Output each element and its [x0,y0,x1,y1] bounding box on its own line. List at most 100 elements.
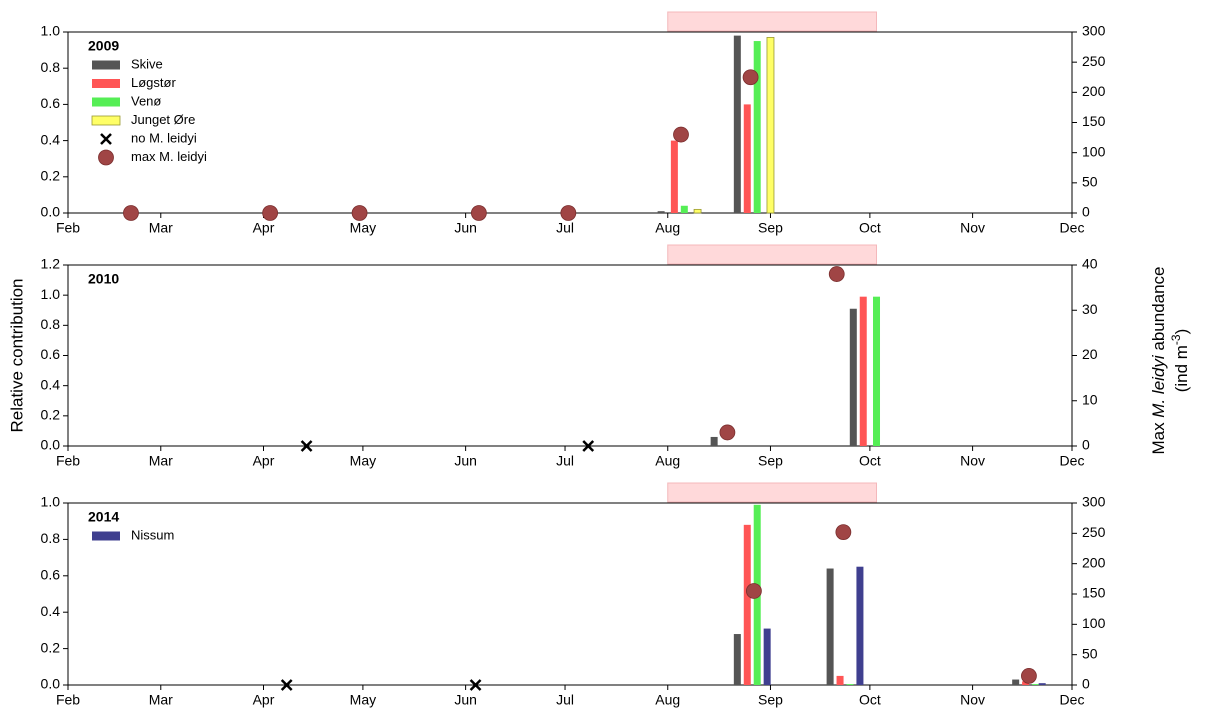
bar [836,675,844,685]
highlight-period [667,482,878,503]
y-tick-label: 0.8 [41,59,61,75]
y2-tick-label: 150 [1082,113,1106,129]
y2-tick-label: 200 [1082,554,1106,570]
circle-marker [351,205,368,221]
x-tick-label: Aug [655,220,680,236]
x-tick-label: Aug [655,692,680,708]
y-tick-label: 1.0 [41,23,61,39]
bar [693,208,702,214]
x-tick-label: Jun [454,220,477,236]
y-tick-label: 0.4 [41,376,61,392]
circle-marker [262,205,279,221]
bar [1038,683,1046,685]
x-tick-label: Feb [56,220,80,236]
x-tick-label: Jul [556,220,574,236]
circle-marker [673,126,689,143]
circle-marker [719,424,736,441]
cross-marker [469,679,482,691]
bar [733,634,741,685]
y-tick-label: 1.0 [41,286,61,302]
bar [733,35,741,214]
x-tick-label: Dec [1060,453,1085,469]
bar [743,104,751,213]
y2-tick-label: 10 [1082,391,1098,407]
x-tick-label: Oct [859,453,881,469]
x-tick-label: Feb [56,453,80,469]
x-tick-label: Feb [56,692,80,708]
y-tick-label: 0.4 [41,603,61,619]
x-tick-label: Jul [556,692,574,708]
y2-tick-label: 250 [1082,524,1106,540]
circle-marker [835,524,852,541]
legend-label: Venø [131,93,161,108]
plot-frame [67,264,1073,447]
highlight-period [667,244,878,265]
cross-marker [280,679,293,691]
bar [1022,681,1030,685]
y2-label-part: abundance [1149,266,1168,355]
x-tick-label: Sep [758,220,783,236]
y2-tick-label: 50 [1082,645,1098,661]
y2-tick-label: 250 [1082,53,1106,69]
plot-frame [67,502,1073,686]
x-tick-label: May [350,220,376,236]
legend-swatch [91,115,121,126]
y-axis-label: Relative contribution [7,278,26,432]
x-tick-label: Apr [253,220,275,236]
bar [856,566,864,685]
y2-tick-label: 50 [1082,174,1098,190]
y2-label-part: M. leidyi [1149,354,1168,418]
y2-tick-label: 150 [1082,585,1106,601]
x-tick-label: Apr [253,692,275,708]
y-tick-label: 0.6 [41,567,61,583]
bar [743,524,751,685]
legend-label: max M. leidyi [131,149,207,164]
bar [670,140,678,213]
legend-swatch [92,97,120,107]
y2-axis-label: Max M. leidyi abundance [1149,266,1168,454]
y2-tick-label: 40 [1082,256,1098,272]
y2-tick-label: 100 [1082,615,1106,631]
cross-marker [300,440,313,452]
panel-label: 2009 [88,38,119,54]
x-tick-label: Sep [758,453,783,469]
legend-label: Løgstør [131,75,176,90]
bar [766,37,775,214]
y2-tick-label: 300 [1082,494,1106,510]
bar [1032,684,1040,685]
y-tick-label: 0.0 [41,204,61,220]
y2-tick-label: 0 [1082,437,1090,453]
circle-marker [1021,668,1037,684]
x-tick-label: Dec [1060,220,1085,236]
y-tick-label: 0.0 [41,676,61,692]
y-tick-label: 0.6 [41,95,61,111]
y2-axis-unit: (ind m-3) [1169,329,1191,393]
bar [657,211,665,213]
bar [710,436,718,446]
y2-tick-label: 30 [1082,301,1098,317]
y-tick-label: 0.4 [41,131,61,147]
legend-swatch [92,79,120,88]
bar [846,684,854,685]
y2-tick-label: 20 [1082,346,1098,362]
x-tick-label: Oct [859,692,881,708]
bar [859,296,867,446]
y2-tick-label: 100 [1082,143,1106,159]
x-tick-label: Jun [454,692,477,708]
x-tick-label: Dec [1060,692,1085,708]
y-tick-label: 0.8 [41,316,61,332]
bar [873,296,881,446]
circle-marker [828,266,845,282]
x-tick-label: Jul [556,453,574,469]
panel-label: 2014 [88,509,119,525]
y2-tick-label: 200 [1082,83,1106,99]
y2-unit-part: ) [1172,329,1191,335]
circle-marker [742,69,759,86]
legend-cross [100,133,112,145]
circle-marker [560,205,577,221]
y2-tick-label: 0 [1082,204,1090,220]
y2-unit-part: (ind m [1172,345,1191,392]
x-tick-label: May [350,692,376,708]
y2-label-part: Max [1149,418,1168,455]
x-tick-label: Oct [859,220,881,236]
